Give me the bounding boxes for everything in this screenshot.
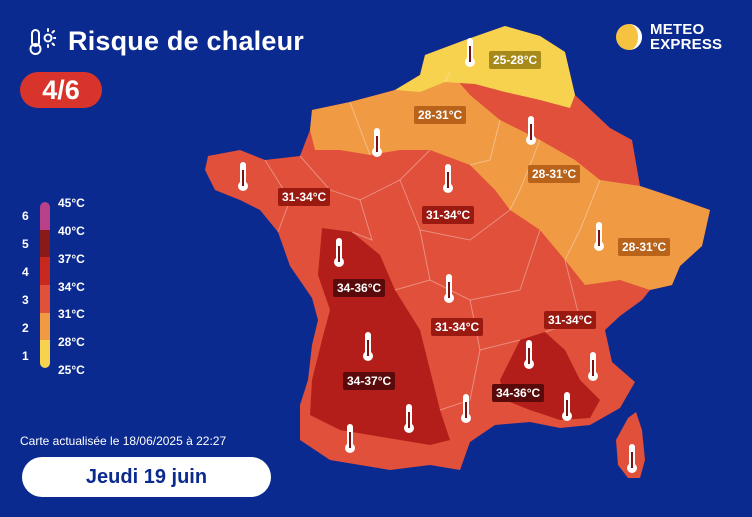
temp-label: 34-37°C — [343, 372, 396, 390]
thermometer-icon — [461, 394, 471, 423]
temp-label: 31-34°C — [422, 206, 475, 224]
legend-swatch-5 — [40, 229, 50, 258]
thermometer-icon — [594, 222, 604, 251]
legend-temp: 28°C — [58, 335, 85, 349]
region-level-2 — [310, 72, 710, 290]
legend-level: 5 — [22, 237, 29, 251]
thermometer-icon — [443, 164, 453, 193]
temp-label: 31-34°C — [278, 188, 331, 206]
legend-swatch-2 — [40, 312, 50, 341]
legend-temp: 34°C — [58, 280, 85, 294]
temp-label: 25-28°C — [489, 51, 542, 69]
temp-label: 28-31°C — [528, 165, 581, 183]
temp-label: 34-36°C — [333, 279, 386, 297]
legend-swatch-3 — [40, 284, 50, 313]
temp-label: 34-36°C — [492, 384, 545, 402]
legend-swatch-4 — [40, 257, 50, 285]
legend-temp: 25°C — [58, 363, 85, 377]
temp-label: 28-31°C — [618, 238, 671, 256]
legend-level: 6 — [22, 209, 29, 223]
temp-label: 31-34°C — [431, 318, 484, 336]
thermometer-icon — [372, 128, 382, 157]
thermometer-icon — [363, 332, 373, 361]
thermometer-icon — [526, 116, 536, 145]
legend-swatch-6 — [40, 202, 50, 230]
thermometer-icon — [627, 444, 637, 473]
brand-line1: METEO — [650, 21, 705, 38]
legend-level: 4 — [22, 265, 29, 279]
thermometer-icon — [465, 38, 475, 67]
temp-label: 31-34°C — [544, 311, 597, 329]
sun-moon-logo-icon — [616, 24, 642, 50]
legend-temp: 37°C — [58, 252, 85, 266]
page-title: Risque de chaleur — [68, 26, 304, 56]
temp-label: 28-31°C — [414, 106, 467, 124]
region-level-1 — [395, 26, 575, 108]
brand-line2: EXPRESS — [650, 36, 723, 53]
legend-temp: 45°C — [58, 196, 85, 210]
legend-level: 2 — [22, 321, 29, 335]
thermometer-icon — [334, 238, 344, 267]
legend-temp: 31°C — [58, 307, 85, 321]
day-selector-button[interactable]: Jeudi 19 juin — [22, 457, 271, 497]
risk-level-badge: 4/6 — [20, 72, 102, 108]
header: Risque de chaleur — [26, 26, 304, 57]
legend-swatch-1 — [40, 340, 50, 368]
legend-temp: 40°C — [58, 224, 85, 238]
thermometer-icon — [444, 274, 454, 303]
thermometer-sun-icon — [29, 27, 56, 55]
legend-level: 1 — [22, 349, 29, 363]
thermometer-icon — [404, 404, 414, 433]
legend: 45°C 40°C 37°C 34°C 31°C 28°C 25°C 6 5 4… — [22, 196, 102, 377]
thermometer-icon — [345, 424, 355, 453]
legend-level: 3 — [22, 293, 29, 307]
thermometer-markers — [238, 38, 637, 473]
thermometer-icon — [562, 392, 572, 421]
update-timestamp: Carte actualisée le 18/06/2025 à 22:27 — [20, 434, 227, 448]
legend-color-bar — [40, 202, 50, 368]
thermometer-icon — [238, 162, 248, 191]
thermometer-icon — [524, 340, 534, 369]
brand-logo: METEO EXPRESS — [614, 22, 722, 52]
thermometer-icon — [588, 352, 598, 381]
